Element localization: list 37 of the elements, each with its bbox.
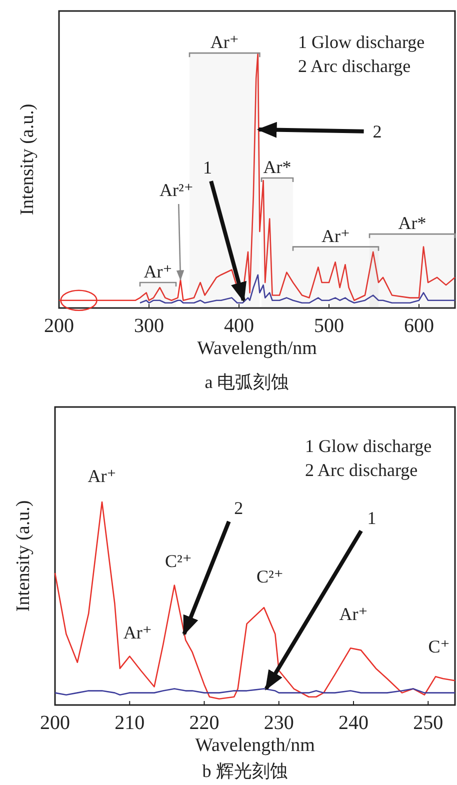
annotation: C²⁺ [164, 551, 192, 572]
x-axis-title: Wavelength/nm [197, 338, 318, 359]
annotation: Ar⁺ [123, 622, 152, 642]
annotation: 2 [372, 122, 382, 142]
x-tick-label: 240 [338, 712, 369, 734]
x-axis-title: Wavelength/nm [195, 735, 316, 756]
x-tick-label: 200 [44, 315, 74, 337]
text: 1 Glow discharge [298, 32, 425, 52]
y-axis-title: Intensity (a.u.) [13, 500, 34, 612]
x-tick-label: 220 [189, 712, 220, 734]
x-tick-label: 400 [224, 315, 254, 337]
x-tick-label: 500 [314, 315, 344, 337]
annotation: C⁺ [428, 636, 450, 657]
x-tick-label: 600 [404, 315, 434, 337]
x-tick-label: 200 [40, 712, 70, 734]
annotation: Ar⁺ [339, 604, 368, 624]
text: b 辉光刻蚀 [202, 761, 288, 781]
annotation: C²⁺ [256, 566, 284, 587]
band-label: Ar⁺ [144, 262, 172, 282]
text: 2 Arc discharge [305, 460, 418, 480]
band-label: Ar⁺ [210, 32, 239, 52]
annotation: 1 [367, 508, 376, 528]
x-tick-label: 250 [413, 712, 444, 734]
x-tick-label: 230 [264, 712, 294, 734]
annotation: Ar²⁺ [160, 180, 194, 200]
band-label: Ar* [263, 156, 292, 177]
text: a 电弧刻蚀 [204, 372, 290, 392]
annotation: 2 Arc discharge [298, 56, 411, 76]
text: 1 Glow discharge [305, 436, 432, 456]
annotation: 1 [203, 157, 212, 178]
annotation: Ar⁺ [88, 466, 116, 486]
x-tick-label: 300 [134, 315, 164, 337]
band-label: Ar⁺ [322, 226, 350, 246]
x-tick-label: 210 [114, 712, 145, 734]
annotation: 2 [234, 498, 244, 518]
band-label: Ar* [398, 213, 426, 234]
y-axis-title: Intensity (a.u.) [17, 104, 38, 216]
